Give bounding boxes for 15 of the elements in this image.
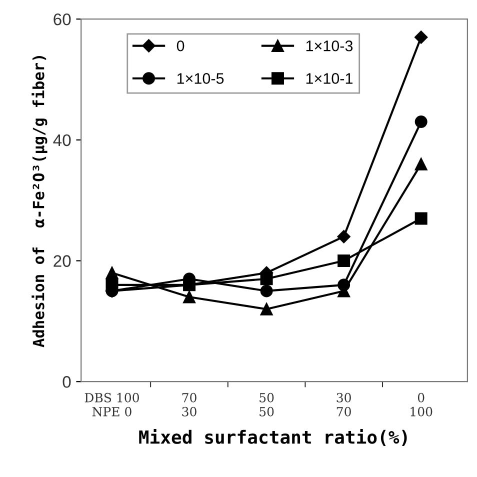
- x-tick-label: DBS 100 NPE 0: [84, 392, 139, 416]
- y-tick-label: 60: [54, 13, 71, 26]
- x-tick-label: 30 70: [336, 392, 351, 416]
- y-tick-label: 40: [53, 134, 71, 146]
- x-tick-label: 50 50: [260, 392, 274, 416]
- x-tick-label: 70 30: [182, 392, 196, 416]
- legend-label: 1×10-1: [306, 73, 352, 84]
- legend-label: 1×10-5: [177, 73, 224, 84]
- y-tick-label: 0: [62, 376, 71, 388]
- legend-label: 0: [176, 40, 184, 52]
- x-tick-label: 0 100: [410, 392, 432, 416]
- y-axis-title: Adhesion of α-Fe²O³(μg/g fiber): [32, 56, 48, 348]
- y-tick-label: 20: [54, 255, 71, 267]
- x-axis-title: Mixed surfactant ratio(%): [139, 428, 407, 446]
- legend-label: 1×10-3: [306, 40, 353, 52]
